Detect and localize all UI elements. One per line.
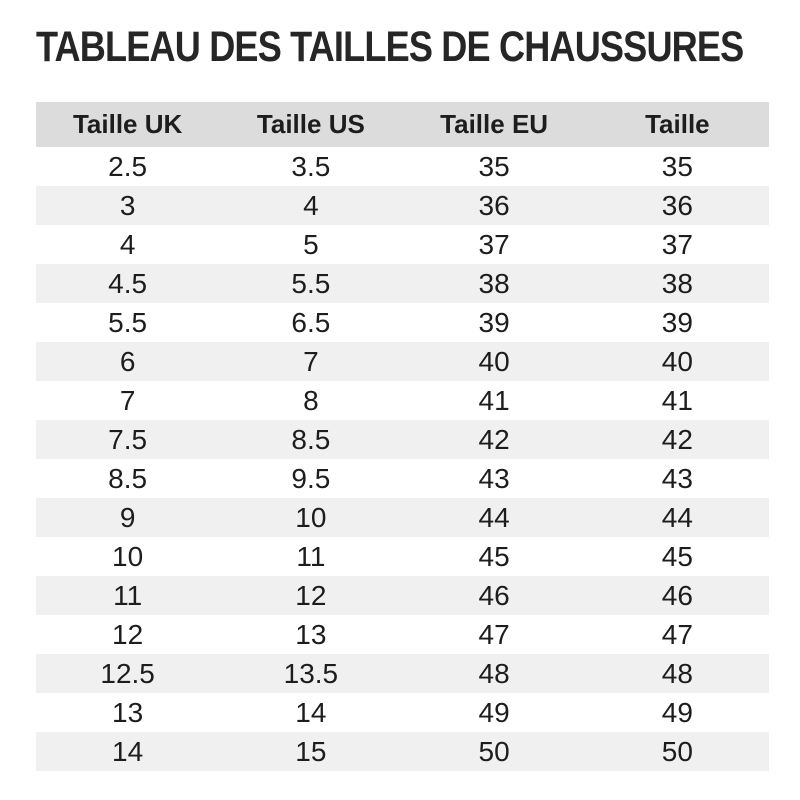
table-row: 7.5 8.5 42 42 bbox=[36, 420, 769, 460]
size-cell: 7 bbox=[303, 345, 319, 377]
size-cell: 40 bbox=[478, 345, 510, 377]
size-cell: 42 bbox=[661, 423, 693, 455]
table-row: 2.5 3.5 35 35 bbox=[36, 147, 769, 186]
size-cell: 4 bbox=[303, 189, 319, 221]
size-cell: 10 bbox=[295, 501, 327, 533]
size-cell: 3 bbox=[119, 189, 136, 221]
table-row: 14 15 50 50 bbox=[36, 732, 769, 772]
table-row: 12.5 13.5 48 48 bbox=[36, 654, 769, 694]
size-cell: 39 bbox=[478, 306, 510, 338]
size-cell: 37 bbox=[661, 228, 693, 260]
size-cell: 12 bbox=[295, 579, 327, 611]
table-row: 12 13 47 47 bbox=[36, 615, 769, 654]
size-cell: 38 bbox=[478, 267, 510, 299]
table-body: 2.5 3.5 35 35 3 4 36 36 4 5 37 37 4.5 5.5 38 38 5.5 6.5 39… bbox=[36, 147, 769, 772]
size-cell: 49 bbox=[661, 696, 693, 728]
size-cell: 15 bbox=[295, 735, 327, 767]
size-cell: 43 bbox=[478, 462, 510, 494]
size-cell: 8 bbox=[303, 384, 319, 416]
size-cell: 39 bbox=[661, 306, 693, 338]
size-cell: 44 bbox=[661, 501, 693, 533]
size-cell: 4.5 bbox=[108, 267, 148, 299]
shoe-size-table: Taille UK Taille US Taille EU Taille 2.5 3.5… bbox=[36, 102, 769, 772]
size-cell: 48 bbox=[661, 657, 693, 689]
size-cell: 43 bbox=[661, 462, 693, 494]
column-header: Taille US bbox=[219, 102, 403, 148]
size-cell: 5.5 bbox=[291, 267, 331, 299]
size-cell: 14 bbox=[112, 735, 144, 767]
size-cell: 50 bbox=[478, 735, 510, 767]
table-row: 13 14 49 49 bbox=[36, 693, 769, 732]
table-row: 3 4 36 36 bbox=[36, 186, 769, 226]
table-row: 8.5 9.5 43 43 bbox=[36, 459, 769, 498]
size-cell: 13.5 bbox=[283, 657, 339, 689]
size-cell: 44 bbox=[478, 501, 510, 533]
size-cell: 3.5 bbox=[291, 150, 331, 182]
size-cell: 4 bbox=[119, 228, 136, 260]
table-row: 10 11 45 45 bbox=[36, 537, 769, 576]
table-row: 7 8 41 41 bbox=[36, 381, 769, 420]
size-cell: 8.5 bbox=[291, 423, 331, 455]
size-cell: 45 bbox=[661, 540, 693, 572]
size-cell: 46 bbox=[661, 579, 693, 611]
size-cell: 45 bbox=[478, 540, 510, 572]
column-header: Taille EU bbox=[402, 102, 586, 148]
size-cell: 46 bbox=[478, 579, 510, 611]
size-cell: 8.5 bbox=[108, 462, 148, 494]
column-header: Taille bbox=[585, 102, 769, 148]
size-cell: 40 bbox=[661, 345, 693, 377]
size-cell: 35 bbox=[478, 150, 510, 182]
column-header: Taille UK bbox=[36, 102, 220, 148]
size-cell: 10 bbox=[112, 540, 144, 572]
size-cell: 11 bbox=[113, 579, 143, 611]
size-cell: 6 bbox=[119, 345, 136, 377]
size-cell: 35 bbox=[661, 150, 693, 182]
table-row: 11 12 46 46 bbox=[36, 576, 769, 616]
size-cell: 13 bbox=[112, 696, 144, 728]
size-cell: 47 bbox=[478, 618, 510, 650]
table-header: Taille UK Taille US Taille EU Taille bbox=[36, 102, 769, 148]
size-cell: 14 bbox=[295, 696, 327, 728]
size-cell: 5 bbox=[303, 228, 319, 260]
table-row: 9 10 44 44 bbox=[36, 498, 769, 538]
size-cell: 38 bbox=[661, 267, 693, 299]
size-cell: 48 bbox=[478, 657, 510, 689]
size-cell: 36 bbox=[478, 189, 510, 221]
size-cell: 6.5 bbox=[291, 306, 331, 338]
size-cell: 49 bbox=[478, 696, 510, 728]
size-cell: 7.5 bbox=[108, 423, 148, 455]
size-cell: 41 bbox=[478, 384, 510, 416]
size-cell: 50 bbox=[661, 735, 693, 767]
table-row: 4 5 37 37 bbox=[36, 225, 769, 264]
table-row: 5.5 6.5 39 39 bbox=[36, 303, 769, 342]
size-cell: 7 bbox=[119, 384, 136, 416]
size-cell: 13 bbox=[295, 618, 327, 650]
size-cell: 47 bbox=[661, 618, 693, 650]
size-cell: 41 bbox=[661, 384, 693, 416]
page-title: TABLEAU DES TAILLES DE CHAUSSURES bbox=[36, 23, 744, 71]
table-row: 6 7 40 40 bbox=[36, 342, 769, 382]
size-cell: 12 bbox=[112, 618, 144, 650]
size-cell: 5.5 bbox=[108, 306, 148, 338]
size-cell: 2.5 bbox=[108, 150, 148, 182]
size-cell: 37 bbox=[478, 228, 510, 260]
size-cell: 9 bbox=[119, 501, 136, 533]
size-cell: 12.5 bbox=[100, 657, 155, 689]
size-cell: 9.5 bbox=[291, 462, 331, 494]
size-cell: 11 bbox=[296, 540, 326, 572]
size-cell: 36 bbox=[661, 189, 693, 221]
table-row: 4.5 5.5 38 38 bbox=[36, 264, 769, 304]
table-header-row: Taille UK Taille US Taille EU Taille bbox=[36, 102, 769, 148]
size-cell: 42 bbox=[478, 423, 510, 455]
